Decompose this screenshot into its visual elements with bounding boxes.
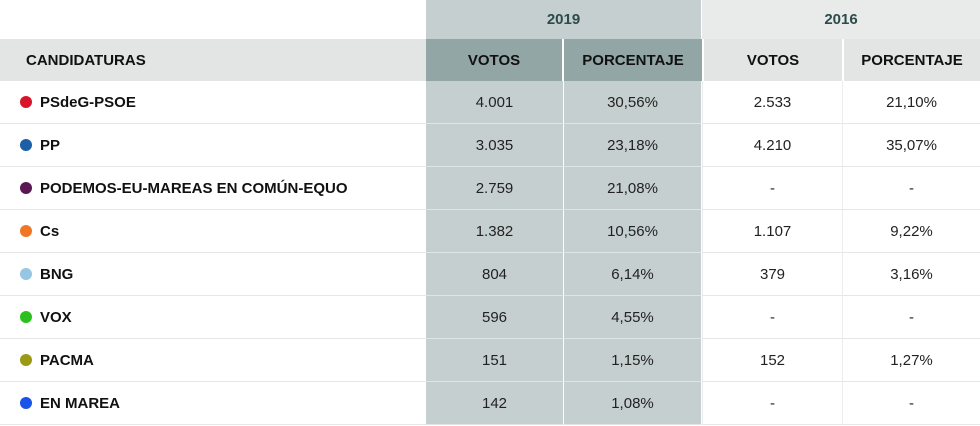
votes-2019-cell: 1.382 [426, 210, 564, 253]
party-cell: PODEMOS-EU-MAREAS EN COMÚN-EQUO [0, 167, 426, 210]
percentage-2016-cell: - [842, 296, 980, 339]
party-color-dot [20, 95, 32, 108]
table-row: PACMA 151 1,15% 152 1,27% [0, 339, 980, 382]
year-2019-header: 2019 [426, 0, 702, 39]
votos-2016-header: VOTOS [702, 39, 842, 81]
percentage-2019-cell: 21,08% [564, 167, 702, 210]
votes-2016-cell: 1.107 [702, 210, 842, 253]
table-row: VOX 596 4,55% - - [0, 296, 980, 339]
party-cell: BNG [0, 253, 426, 296]
party-cell: Cs [0, 210, 426, 253]
table-row: PP 3.035 23,18% 4.210 35,07% [0, 124, 980, 167]
year-header-row: 2019 2016 [0, 0, 980, 39]
party-name: Cs [40, 222, 60, 240]
party-color-dot [20, 267, 32, 280]
votes-2016-cell: 4.210 [702, 124, 842, 167]
party-cell: PSdeG-PSOE [0, 81, 426, 124]
votes-2016-cell: - [702, 382, 842, 425]
porcentaje-2019-header: PORCENTAJE [564, 39, 702, 81]
table-row: PSdeG-PSOE 4.001 30,56% 2.533 21,10% [0, 81, 980, 124]
percentage-2016-cell: 3,16% [842, 253, 980, 296]
party-name: PP [40, 136, 61, 154]
party-name: PSdeG-PSOE [40, 93, 136, 111]
party-name: EN MAREA [40, 394, 121, 412]
party-color-dot [20, 138, 32, 151]
table-row: PODEMOS-EU-MAREAS EN COMÚN-EQUO 2.759 21… [0, 167, 980, 210]
party-name: BNG [40, 265, 74, 283]
candidaturas-header: CANDIDATURAS [0, 39, 426, 81]
percentage-2016-cell: 1,27% [842, 339, 980, 382]
party-color-dot [20, 396, 32, 409]
votes-2019-cell: 142 [426, 382, 564, 425]
votes-2019-cell: 804 [426, 253, 564, 296]
percentage-2016-cell: - [842, 167, 980, 210]
votes-2016-cell: - [702, 167, 842, 210]
party-name: VOX [40, 308, 72, 326]
percentage-2019-cell: 4,55% [564, 296, 702, 339]
votes-2016-cell: 2.533 [702, 81, 842, 124]
percentage-2019-cell: 30,56% [564, 81, 702, 124]
party-color-dot [20, 181, 32, 194]
party-cell: PACMA [0, 339, 426, 382]
votes-2019-cell: 596 [426, 296, 564, 339]
column-header-row: CANDIDATURAS VOTOS PORCENTAJE VOTOS PORC… [0, 39, 980, 81]
percentage-2016-cell: 9,22% [842, 210, 980, 253]
table-row: Cs 1.382 10,56% 1.107 9,22% [0, 210, 980, 253]
party-name: PODEMOS-EU-MAREAS EN COMÚN-EQUO [40, 179, 348, 197]
votes-2019-cell: 2.759 [426, 167, 564, 210]
percentage-2019-cell: 10,56% [564, 210, 702, 253]
party-cell: PP [0, 124, 426, 167]
party-color-dot [20, 353, 32, 366]
party-color-dot [20, 310, 32, 323]
votes-2019-cell: 4.001 [426, 81, 564, 124]
percentage-2019-cell: 23,18% [564, 124, 702, 167]
votes-2016-cell: 152 [702, 339, 842, 382]
porcentaje-2016-header: PORCENTAJE [842, 39, 980, 81]
year-header-blank [0, 0, 426, 39]
party-color-dot [20, 224, 32, 237]
percentage-2016-cell: 21,10% [842, 81, 980, 124]
percentage-2019-cell: 1,08% [564, 382, 702, 425]
percentage-2016-cell: - [842, 382, 980, 425]
votes-2016-cell: 379 [702, 253, 842, 296]
votes-2019-cell: 151 [426, 339, 564, 382]
percentage-2019-cell: 1,15% [564, 339, 702, 382]
table-row: EN MAREA 142 1,08% - - [0, 382, 980, 425]
votos-2019-header: VOTOS [426, 39, 564, 81]
votes-2016-cell: - [702, 296, 842, 339]
results-body: PSdeG-PSOE 4.001 30,56% 2.533 21,10% PP … [0, 81, 980, 425]
percentage-2019-cell: 6,14% [564, 253, 702, 296]
table-row: BNG 804 6,14% 379 3,16% [0, 253, 980, 296]
votes-2019-cell: 3.035 [426, 124, 564, 167]
party-cell: EN MAREA [0, 382, 426, 425]
percentage-2016-cell: 35,07% [842, 124, 980, 167]
party-cell: VOX [0, 296, 426, 339]
party-name: PACMA [40, 351, 94, 369]
year-2016-header: 2016 [702, 0, 980, 39]
